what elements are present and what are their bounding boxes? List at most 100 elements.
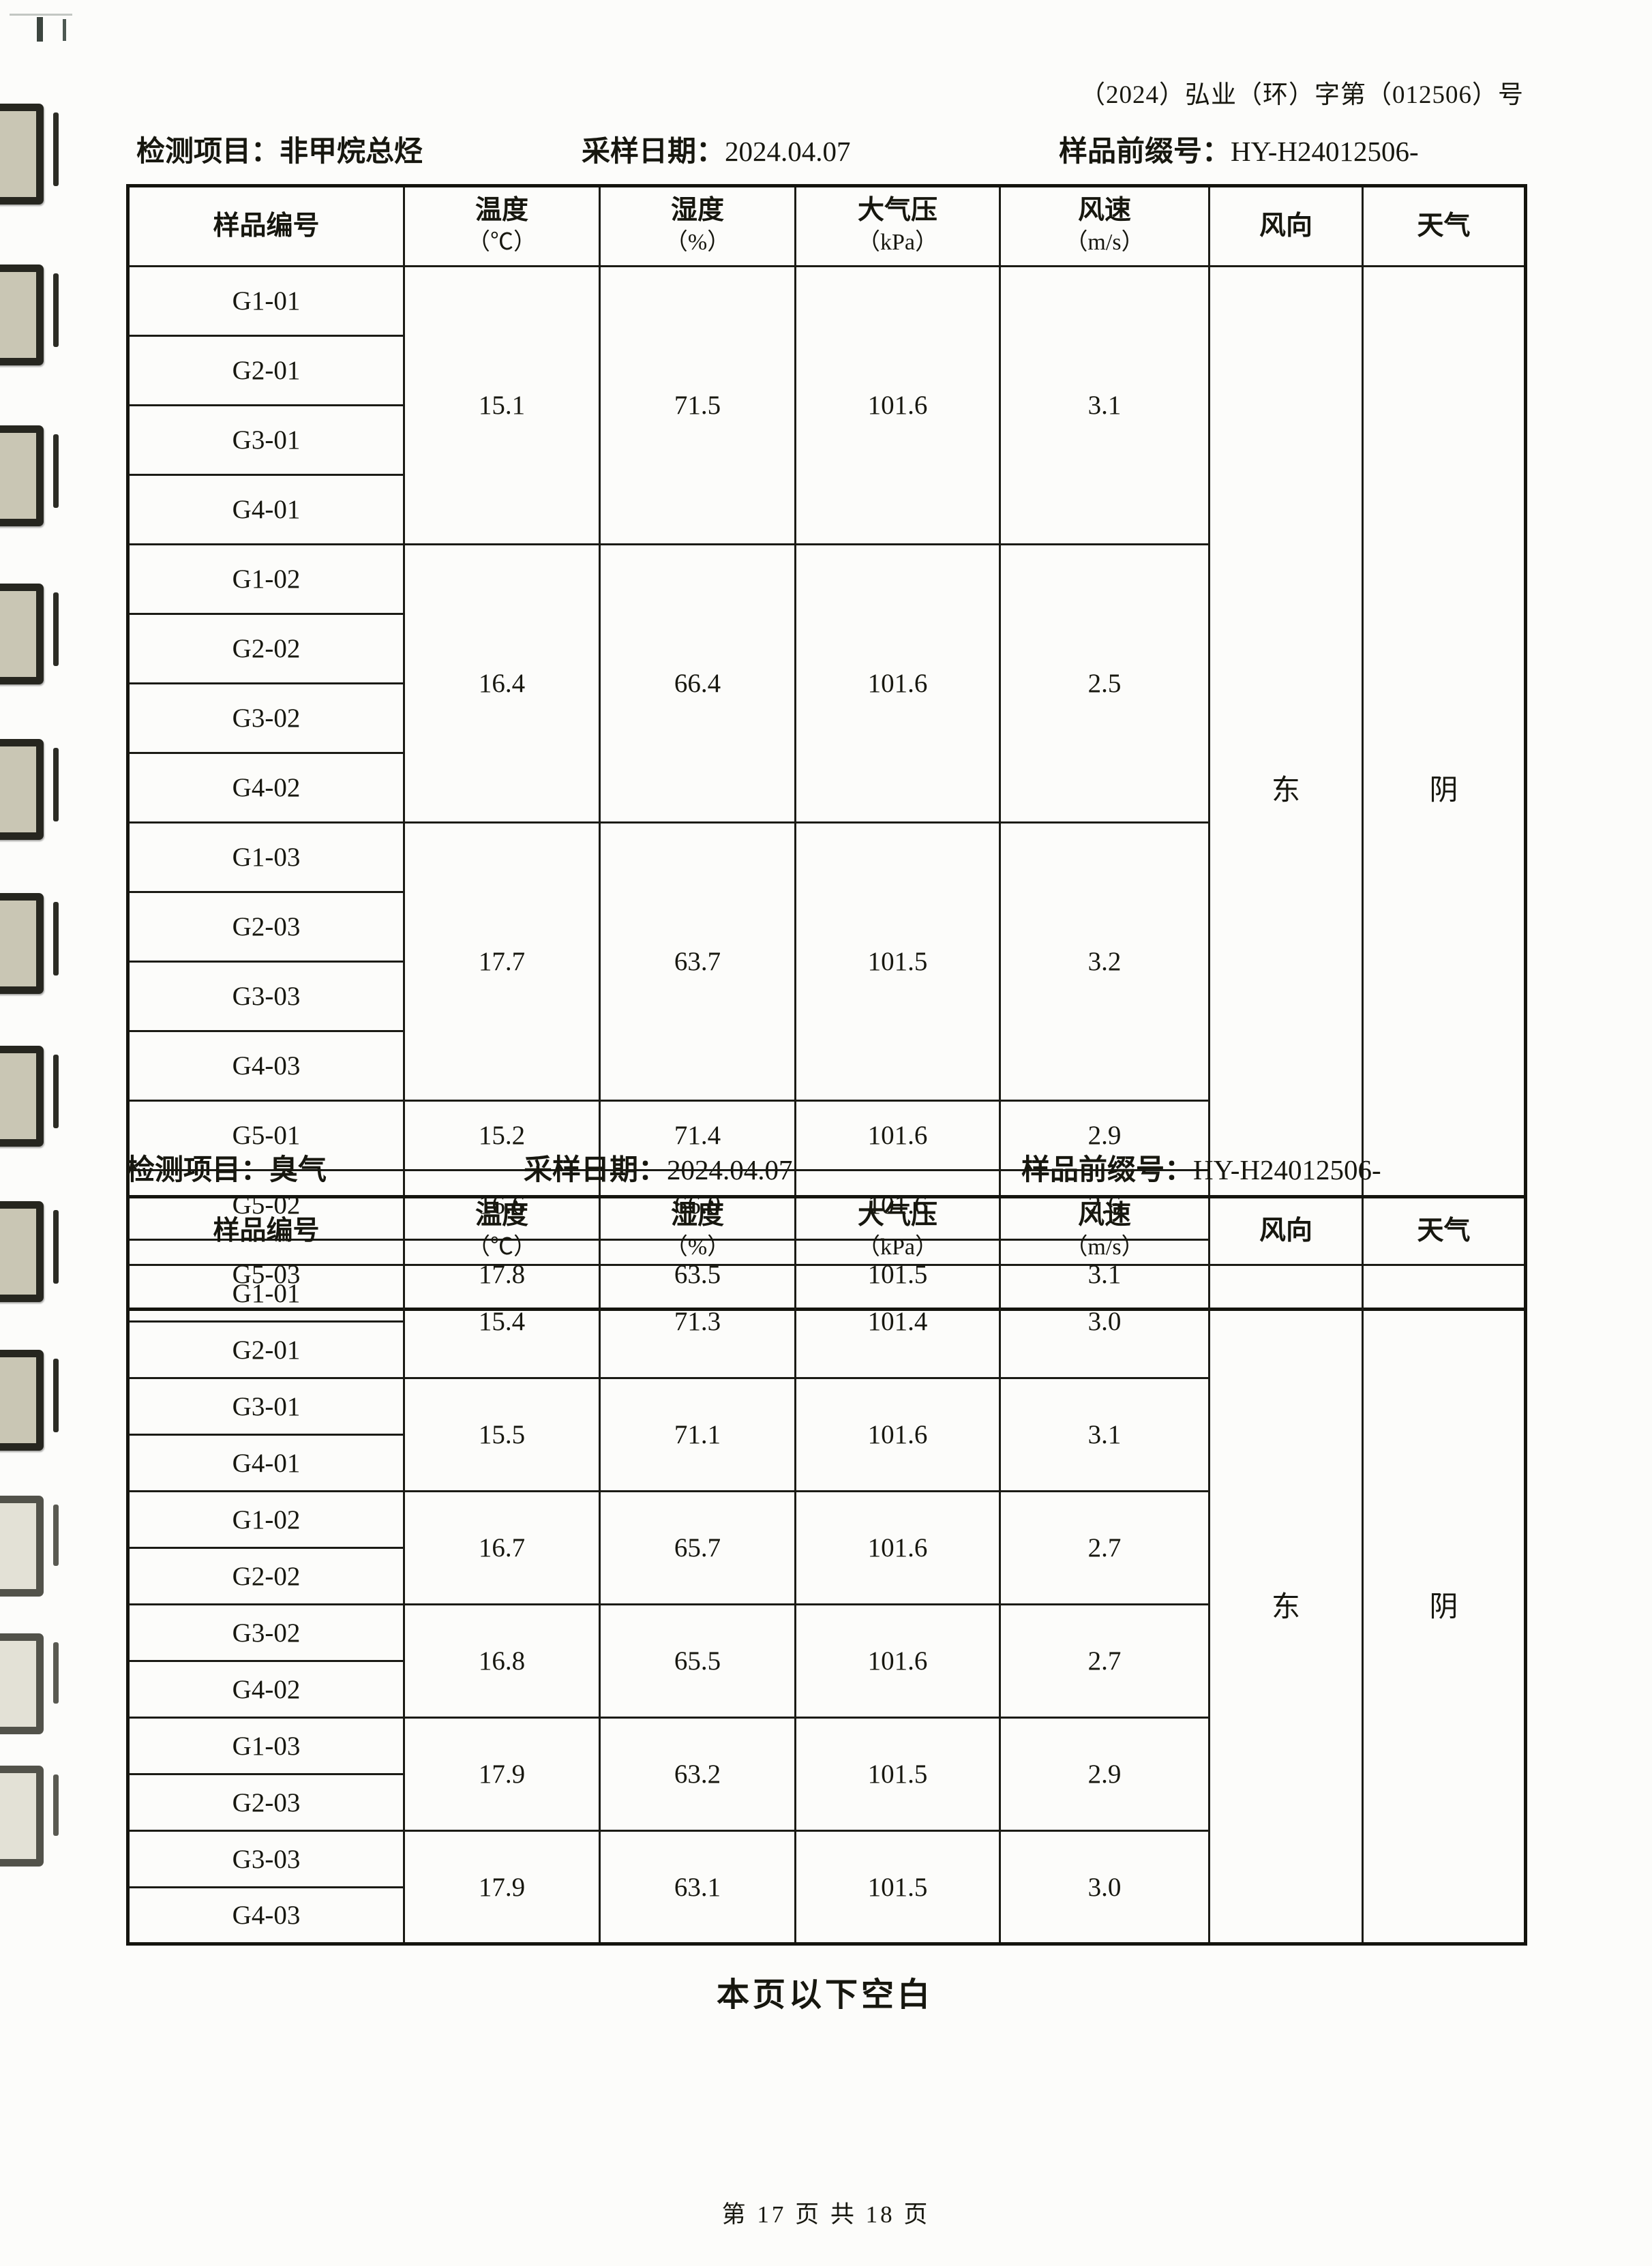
sample-id-cell: G1-03: [127, 1717, 405, 1775]
column-header-label: 天气: [1417, 1215, 1471, 1245]
column-header-unit: （kPa）: [857, 1235, 938, 1260]
binding-mark: [0, 1766, 59, 1867]
sample-id-cell: G2-03: [127, 1773, 405, 1832]
table-row: G2-03: [127, 891, 1526, 963]
weather-cell: 阴: [1362, 1264, 1527, 1945]
sample-prefix-label: 样品前缀号：: [1021, 1153, 1194, 1185]
binding-mark: [0, 265, 59, 365]
binding-mark: [0, 425, 59, 526]
table-row: G3-01: [127, 404, 1526, 476]
column-header-label: 湿度: [670, 196, 724, 226]
sample-prefix-label: 样品前缀号：: [1059, 135, 1231, 167]
wind-direction-cell: 东: [1208, 1264, 1364, 1945]
table-row: G2-02: [127, 1547, 1526, 1605]
wind-speed-cell: 3.2: [999, 821, 1210, 1102]
wind-speed-cell: 2.7: [999, 1490, 1210, 1605]
sampling-date: 采样日期：2024.04.07: [524, 1147, 793, 1188]
sample-prefix-value: HY-H24012506-: [1231, 136, 1419, 167]
test-item: 检测项目：臭气: [126, 1147, 327, 1188]
table-row: G4-03: [127, 1886, 1526, 1945]
sampling-date-value: 2024.04.07: [725, 136, 851, 167]
test-item-value: 臭气: [269, 1153, 327, 1185]
weather-cell: 阴: [1362, 265, 1527, 1310]
pressure-cell: 101.6: [794, 543, 1001, 824]
wind-speed-cell: 3.1: [999, 1377, 1210, 1492]
column-header-label: 样品编号: [213, 211, 320, 241]
sample-id-cell: G3-01: [127, 404, 405, 476]
column-header: 风向: [1208, 1196, 1364, 1266]
table-row: G1-02 16.4 66.4 101.6 2.5: [127, 543, 1526, 824]
table-row: G2-01: [127, 335, 1526, 406]
test-item: 检测项目：非甲烷总烃: [136, 128, 423, 170]
table-row: G3-03 17.9 63.1 101.5 3.0: [127, 1830, 1526, 1945]
column-header-label: 大气压: [857, 1200, 937, 1230]
table-row: G4-02: [127, 1660, 1526, 1719]
column-header: 天气: [1362, 185, 1527, 267]
pressure-cell: 101.5: [794, 821, 1001, 1102]
column-header: 风速 （m/s）: [999, 1196, 1210, 1266]
sampling-date-value: 2024.04.07: [667, 1154, 793, 1185]
temperature-cell: 17.9: [403, 1830, 601, 1945]
sample-prefix: 样品前缀号：HY-H24012506-: [1021, 1147, 1381, 1188]
humidity-cell: 65.7: [599, 1490, 796, 1605]
table-row: G2-02: [127, 613, 1526, 684]
sample-id-cell: G5-01: [127, 1100, 405, 1171]
sample-id-cell: G2-02: [127, 1547, 405, 1605]
temperature-cell: 15.4: [403, 1264, 601, 1379]
sample-id-cell: G4-01: [127, 1434, 405, 1492]
test-item-label: 检测项目：: [126, 1153, 270, 1185]
table-row: G1-03 17.7 63.7 101.5 3.2: [127, 821, 1526, 1102]
column-header-label: 大气压: [857, 196, 937, 226]
sample-id-cell: G1-03: [127, 821, 405, 893]
sample-id-cell: G2-02: [127, 613, 405, 684]
sample-prefix-value: HY-H24012506-: [1193, 1154, 1381, 1185]
table-row: G3-03: [127, 961, 1526, 1032]
sample-id-cell: G4-02: [127, 1660, 405, 1719]
column-header-unit: （m/s）: [1064, 1235, 1145, 1260]
wind-speed-cell: 3.1: [999, 265, 1210, 545]
table-row: G4-03: [127, 1030, 1526, 1102]
humidity-cell: 71.5: [599, 265, 796, 545]
table-row: G1-03 17.9 63.2 101.5 2.9: [127, 1717, 1526, 1832]
wind-speed-cell: 3.0: [999, 1830, 1210, 1945]
pressure-cell: 101.6: [794, 1100, 1001, 1171]
sample-id-cell: G2-01: [127, 1320, 405, 1379]
column-header-unit: （℃）: [467, 1235, 537, 1260]
test-item-value: 非甲烷总烃: [280, 135, 423, 167]
sampling-date-label: 采样日期：: [582, 135, 725, 167]
table-header-row: 样品编号 温度 （℃） 湿度 （%） 大气压 （kPa） 风速 （m/s） 风向 天气: [127, 185, 1527, 267]
table-row: G3-01 15.5 71.1 101.6 3.1: [127, 1377, 1526, 1492]
humidity-cell: 71.3: [599, 1264, 796, 1379]
table-header-row: 样品编号 温度 （℃） 湿度 （%） 大气压 （kPa） 风速 （m/s） 风向 天气: [127, 1196, 1527, 1266]
column-header-unit: （%）: [664, 230, 731, 256]
humidity-cell: 63.7: [599, 821, 796, 1102]
binding-mark: [0, 893, 59, 994]
sample-id-cell: G1-02: [127, 543, 405, 615]
column-header-unit: （m/s）: [1064, 230, 1145, 256]
pressure-cell: 101.6: [794, 265, 1001, 545]
sample-id-cell: G4-03: [127, 1030, 405, 1102]
wind-direction-cell: 东: [1208, 265, 1364, 1310]
column-header: 大气压 （kPa）: [794, 185, 1001, 267]
column-header-label: 天气: [1417, 211, 1471, 241]
sample-id-cell: G1-01: [127, 265, 405, 337]
humidity-cell: 65.5: [599, 1603, 796, 1719]
column-header-label: 样品编号: [213, 1215, 320, 1245]
column-header-label: 风速: [1077, 1200, 1131, 1230]
binding-mark: [0, 1633, 59, 1734]
temperature-cell: 17.7: [403, 821, 601, 1102]
document-number: （2024）弘业（环）字第（012506）号: [1080, 81, 1524, 109]
column-header-label: 风速: [1077, 196, 1131, 226]
binding-mark: [0, 1046, 59, 1147]
column-header-unit: （kPa）: [857, 230, 938, 256]
binding-mark: [0, 739, 59, 840]
column-header: 温度 （℃）: [403, 1196, 601, 1266]
wind-speed-cell: 2.7: [999, 1603, 1210, 1719]
sampling-date-label: 采样日期：: [524, 1153, 667, 1185]
humidity-cell: 63.1: [599, 1830, 796, 1945]
column-header-unit: （%）: [664, 1235, 731, 1260]
binding-mark: [0, 584, 59, 684]
humidity-cell: 66.4: [599, 543, 796, 824]
table-row: G1-02 16.7 65.7 101.6 2.7: [127, 1490, 1526, 1605]
